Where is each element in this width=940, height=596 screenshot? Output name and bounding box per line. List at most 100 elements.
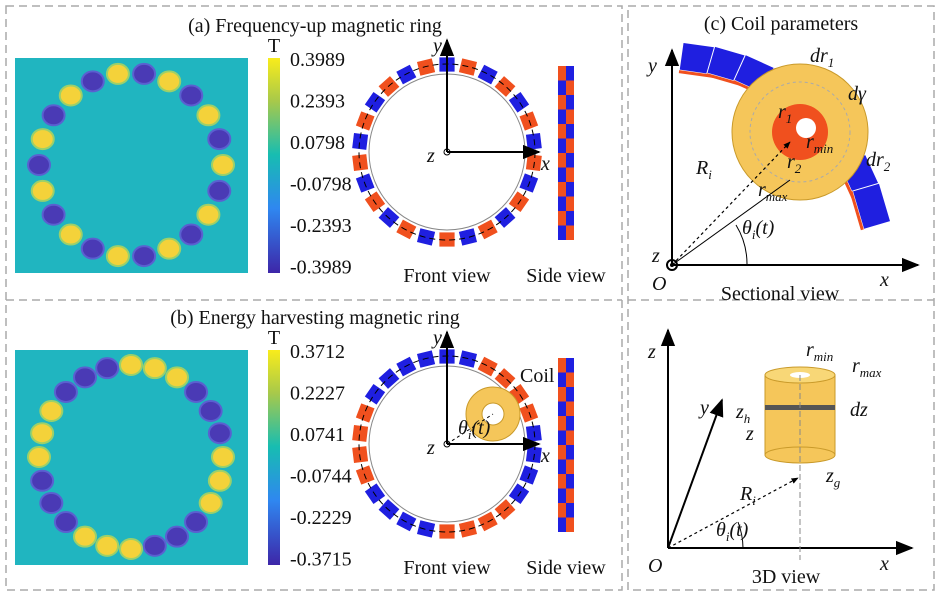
- side-magnet: [558, 431, 566, 446]
- label: θi(t): [458, 417, 491, 442]
- label-base: θ: [716, 519, 726, 541]
- heatmap-blob: [166, 367, 188, 387]
- side-magnet: [566, 445, 574, 460]
- heatmap-blob: [208, 181, 230, 201]
- heatmap-blob: [32, 181, 54, 201]
- magnet: [494, 368, 516, 390]
- label: 0.2227: [290, 383, 345, 405]
- label: z: [647, 341, 656, 363]
- heatmap-blob: [40, 401, 62, 421]
- label: -0.0744: [290, 466, 352, 488]
- heatmap-blob: [144, 536, 166, 556]
- heatmap-blob: [107, 246, 129, 266]
- heatmap-blob: [180, 225, 202, 245]
- label-base: θ: [458, 417, 468, 439]
- label-sub: max: [766, 189, 788, 204]
- label-sub: min: [814, 349, 834, 364]
- label: T: [268, 35, 280, 57]
- magnet: [355, 403, 375, 423]
- side-magnet: [566, 81, 574, 96]
- heatmap-blob: [82, 71, 104, 91]
- label: θi(t): [716, 519, 749, 544]
- side-magnet: [558, 445, 566, 460]
- side-magnet: [558, 489, 566, 504]
- label: 0.0741: [290, 424, 345, 446]
- magnet: [416, 228, 435, 246]
- heatmap-blob: [144, 358, 166, 378]
- label: 0.3989: [290, 49, 345, 71]
- arc-magnet: [852, 183, 890, 229]
- heatmap-blob: [158, 239, 180, 259]
- side-magnet: [566, 460, 574, 475]
- heatmap-blob: [43, 105, 65, 125]
- label: zg: [825, 465, 841, 490]
- label: y: [431, 327, 442, 349]
- label: -0.2393: [290, 215, 352, 237]
- heatmap-blob: [133, 64, 155, 84]
- side-magnet: [558, 503, 566, 518]
- side-magnet: [566, 518, 574, 533]
- colorbar: [268, 58, 280, 273]
- side-magnet: [566, 182, 574, 197]
- label: dr1: [810, 45, 834, 70]
- side-magnet: [558, 197, 566, 212]
- side-magnet: [558, 124, 566, 139]
- label: x: [879, 269, 889, 291]
- label-base: R: [695, 157, 708, 179]
- label: y: [431, 35, 442, 57]
- heatmap-blob: [185, 382, 207, 402]
- side-magnet: [566, 416, 574, 431]
- label-sub: min: [814, 141, 834, 156]
- side-magnet: [566, 211, 574, 226]
- side-magnet: [558, 139, 566, 154]
- heatmap-blob: [32, 129, 54, 149]
- side-magnet: [558, 460, 566, 475]
- side-magnet: [558, 474, 566, 489]
- side-magnet: [566, 95, 574, 110]
- label-tail: (t): [755, 217, 774, 239]
- label: rmin: [806, 339, 833, 364]
- heatmap-blob: [120, 539, 142, 559]
- colorbar: [268, 350, 280, 565]
- label: θi(t): [742, 217, 775, 242]
- magnet: [458, 520, 477, 538]
- heatmap-blob: [60, 225, 82, 245]
- heatmap-blob: [43, 205, 65, 225]
- side-magnet: [566, 474, 574, 489]
- label-base: r: [806, 339, 814, 361]
- side-magnet: [566, 489, 574, 504]
- heatmap-blob: [208, 129, 230, 149]
- label-tail: (t): [471, 417, 490, 439]
- label: 0.3712: [290, 341, 345, 363]
- side-magnet: [558, 387, 566, 402]
- label: (c) Coil parameters: [704, 13, 859, 35]
- heatmap-blob: [166, 527, 188, 547]
- label-base: r: [778, 101, 786, 123]
- side-magnet: [558, 168, 566, 183]
- label: rmax: [852, 355, 882, 380]
- side-magnet: [558, 95, 566, 110]
- side-magnet: [558, 211, 566, 226]
- magnet: [458, 228, 477, 246]
- heatmap-blob: [200, 493, 222, 513]
- heatmap-blob: [28, 447, 50, 467]
- label: 0.2393: [290, 91, 345, 113]
- heatmap-blob: [31, 471, 53, 491]
- label-sub: i: [752, 493, 756, 508]
- label-base: R: [739, 483, 752, 505]
- label-base: r: [806, 131, 814, 153]
- magnet: [364, 91, 385, 113]
- heatmap-blob: [212, 447, 234, 467]
- arrow: [668, 400, 722, 548]
- side-magnet: [566, 226, 574, 241]
- magnet: [355, 111, 375, 131]
- side-magnet: [558, 358, 566, 373]
- label: x: [879, 553, 889, 575]
- label: x: [540, 153, 550, 175]
- side-magnet: [558, 226, 566, 241]
- side-magnet: [566, 358, 574, 373]
- label: -0.0798: [290, 174, 352, 196]
- side-magnet: [558, 110, 566, 125]
- magnet: [416, 520, 435, 538]
- heatmap-blob: [60, 85, 82, 105]
